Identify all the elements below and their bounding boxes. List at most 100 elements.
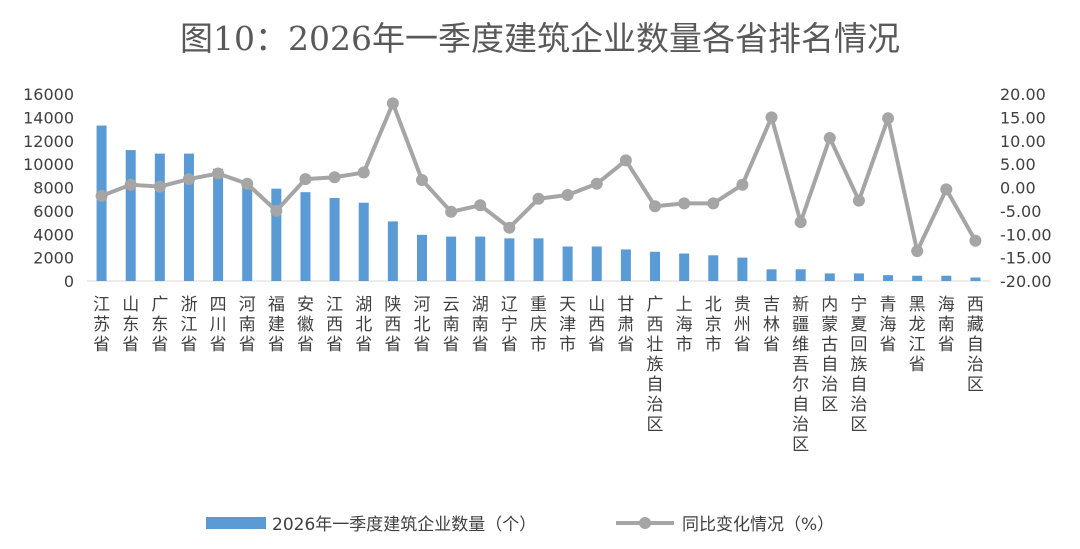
- category-labels: 江苏省山东省广东省浙江省四川省河南省福建省安徽省江西省湖北省陕西省河北省云南省湖…: [93, 295, 984, 455]
- line-point: [852, 194, 865, 207]
- line-point: [212, 167, 225, 180]
- category-label: 福建省: [268, 295, 285, 355]
- line-point: [590, 177, 603, 190]
- left-y-tick-label: 6000: [33, 202, 74, 221]
- line-point: [124, 178, 137, 191]
- bar: [154, 153, 165, 281]
- bar: [446, 236, 457, 281]
- bar: [883, 275, 894, 281]
- bar: [387, 221, 398, 281]
- legend-bar-label: 2026年一季度建筑企业数量（个）: [272, 515, 536, 535]
- line-point: [940, 183, 953, 196]
- bar: [679, 253, 690, 281]
- line-point: [299, 173, 312, 186]
- right-y-tick-label: 15.00: [1000, 108, 1046, 127]
- left-y-tick-label: 4000: [33, 225, 74, 244]
- line-point: [328, 171, 341, 184]
- chart-title: 图10：2026年一季度建筑企业数量各省排名情况: [180, 19, 900, 58]
- left-y-tick-label: 16000: [23, 85, 74, 104]
- category-label: 云南省: [443, 295, 460, 355]
- line-point: [736, 178, 749, 191]
- category-label: 辽宁省: [501, 295, 518, 355]
- category-label: 吉林省: [763, 295, 780, 355]
- line-point: [882, 112, 895, 125]
- bar: [271, 188, 282, 281]
- category-label: 青海省: [880, 295, 897, 355]
- right-y-tick-label: 10.00: [1000, 132, 1046, 151]
- bar: [533, 238, 544, 281]
- right-y-tick-label: 5.00: [1000, 155, 1036, 174]
- line-point: [474, 199, 487, 212]
- line-point: [765, 111, 778, 124]
- bar: [650, 251, 661, 281]
- bar: [504, 238, 515, 281]
- category-label: 浙江省: [180, 295, 197, 355]
- line-point: [270, 204, 283, 217]
- bar: [125, 150, 136, 281]
- category-label: 新疆维吾尔自治区: [792, 295, 809, 455]
- bar: [562, 246, 573, 281]
- category-label: 江西省: [326, 295, 343, 355]
- bar: [300, 192, 311, 281]
- category-label: 海南省: [938, 295, 955, 355]
- bar: [795, 269, 806, 281]
- bar: [591, 246, 602, 281]
- bar: [416, 234, 427, 281]
- bar: [329, 198, 340, 281]
- line-point: [241, 177, 254, 190]
- bar: [183, 153, 194, 281]
- left-y-tick-label: 8000: [33, 179, 74, 198]
- category-label: 山西省: [588, 295, 605, 355]
- left-y-tick-label: 12000: [23, 132, 74, 151]
- line-point: [415, 174, 428, 187]
- legend-line-marker: [639, 517, 651, 529]
- right-y-tick-label: 0.00: [1000, 179, 1036, 198]
- bar: [853, 273, 864, 281]
- bar: [96, 125, 107, 282]
- category-label: 西藏自治区: [967, 295, 984, 395]
- right-y-tick-label: -15.00: [1000, 249, 1052, 268]
- bar: [213, 168, 224, 281]
- bar: [941, 275, 952, 281]
- right-y-tick-label: -5.00: [1000, 202, 1041, 221]
- bar: [242, 181, 253, 281]
- bar: [970, 277, 981, 281]
- line-point: [503, 221, 516, 234]
- bar: [824, 273, 835, 281]
- category-label: 内蒙古自治区: [821, 295, 838, 415]
- category-label: 贵州省: [734, 295, 751, 355]
- category-label: 广东省: [151, 295, 168, 355]
- right-y-axis: -20.00 -15.00 -10.00 -5.00 0.00 5.00 10.00 15.0…: [1000, 85, 1052, 291]
- right-y-tick-label: 20.00: [1000, 85, 1046, 104]
- left-y-tick-label: 0: [64, 272, 74, 291]
- bar: [912, 275, 923, 281]
- left-y-tick-label: 14000: [23, 108, 74, 127]
- line-point: [794, 216, 807, 229]
- left-y-tick-label: 2000: [33, 249, 74, 268]
- line-path: [100, 101, 978, 254]
- line-point: [445, 205, 458, 218]
- line-point: [386, 97, 399, 110]
- category-label: 湖北省: [355, 295, 372, 355]
- line-point: [619, 154, 632, 167]
- bar-series: [96, 125, 981, 282]
- line-point: [678, 197, 691, 210]
- line-point: [823, 131, 836, 144]
- category-label: 甘肃省: [617, 295, 634, 355]
- category-label: 江苏省: [93, 295, 110, 355]
- line-point: [95, 189, 108, 202]
- category-label: 广西壮族自治区: [647, 295, 664, 435]
- category-label: 宁夏回族自治区: [850, 295, 867, 435]
- legend-line-label: 同比变化情况（%）: [682, 515, 834, 535]
- category-label: 黑龙江省: [909, 295, 926, 375]
- category-label: 河南省: [239, 295, 256, 355]
- category-label: 重庆市: [530, 295, 547, 355]
- bar: [708, 255, 719, 281]
- line-point: [561, 188, 574, 201]
- category-label: 四川省: [210, 295, 227, 355]
- line-point: [357, 166, 370, 179]
- legend-bar-swatch: [206, 517, 266, 529]
- line-point: [532, 192, 545, 205]
- line-point: [182, 173, 195, 186]
